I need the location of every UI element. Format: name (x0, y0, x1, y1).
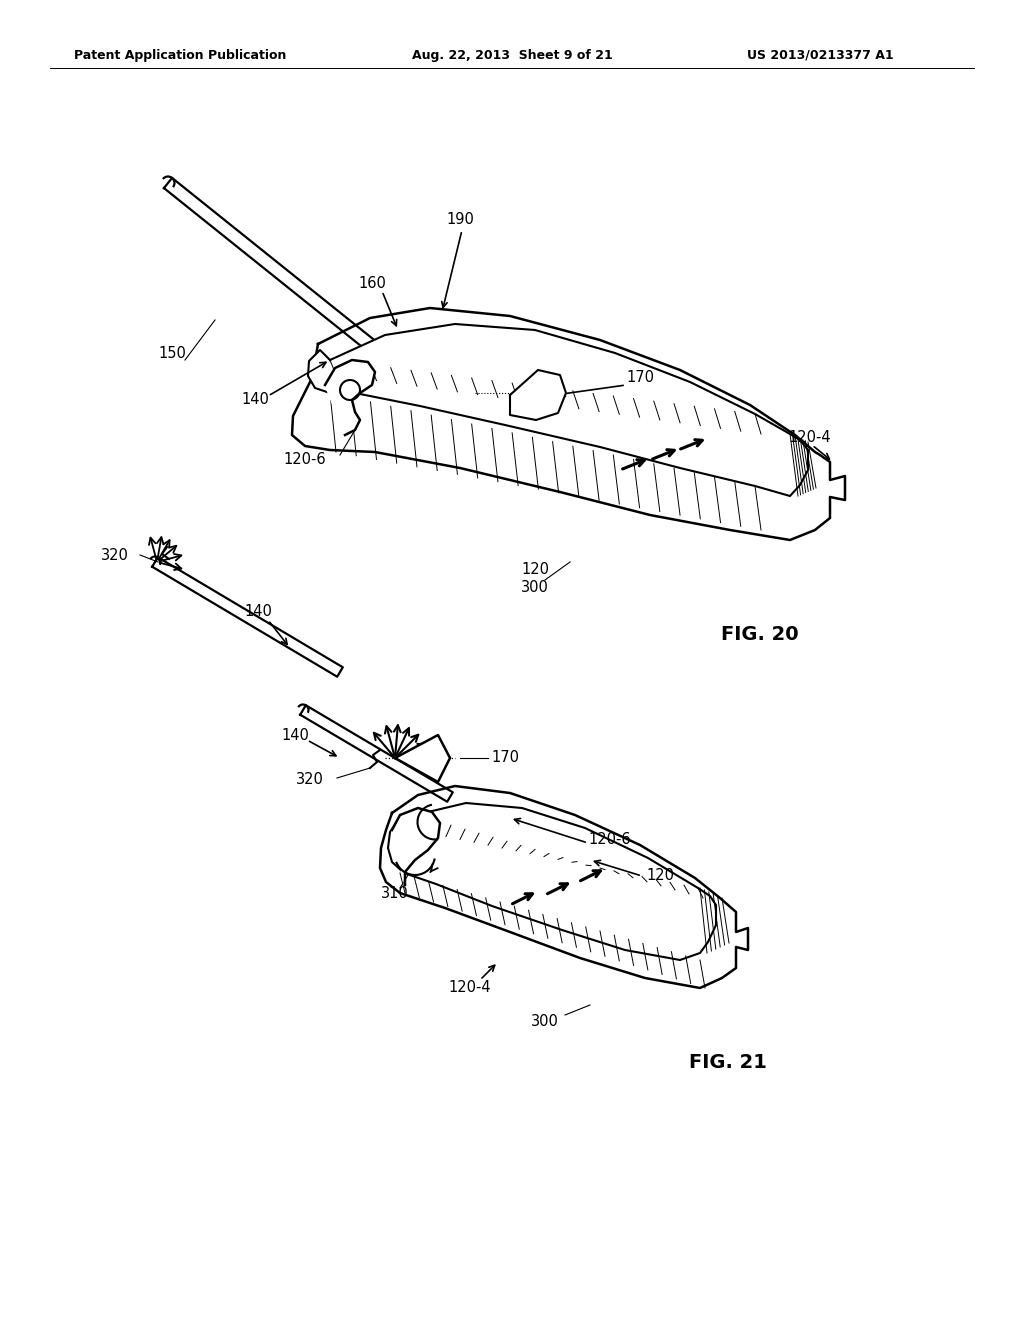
Text: 160: 160 (358, 276, 386, 290)
Text: 170: 170 (490, 750, 519, 764)
Text: 120: 120 (646, 867, 674, 883)
Polygon shape (153, 557, 343, 677)
Text: 170: 170 (626, 371, 654, 385)
Text: 120: 120 (521, 562, 549, 578)
Polygon shape (300, 705, 453, 801)
Polygon shape (164, 178, 450, 411)
Text: 310: 310 (381, 886, 409, 900)
Text: FIG. 21: FIG. 21 (689, 1052, 767, 1072)
Text: 120-6: 120-6 (284, 453, 327, 467)
Text: 300: 300 (531, 1015, 559, 1030)
Text: Patent Application Publication: Patent Application Publication (74, 49, 286, 62)
Text: FIG. 20: FIG. 20 (721, 626, 799, 644)
Polygon shape (388, 803, 716, 960)
Polygon shape (325, 360, 375, 436)
Polygon shape (392, 808, 440, 884)
Text: 120-6: 120-6 (589, 833, 632, 847)
Text: 300: 300 (521, 581, 549, 595)
Text: 140: 140 (241, 392, 269, 408)
Text: 140: 140 (244, 605, 272, 619)
Text: 120-4: 120-4 (788, 430, 831, 446)
Polygon shape (380, 785, 748, 987)
Polygon shape (510, 370, 566, 420)
Text: Aug. 22, 2013  Sheet 9 of 21: Aug. 22, 2013 Sheet 9 of 21 (412, 49, 612, 62)
Text: 320: 320 (101, 548, 129, 562)
Polygon shape (292, 308, 845, 540)
Text: US 2013/0213377 A1: US 2013/0213377 A1 (746, 49, 893, 62)
Text: 320: 320 (296, 772, 324, 788)
Text: 150: 150 (158, 346, 186, 360)
Polygon shape (308, 323, 808, 496)
Circle shape (340, 380, 360, 400)
Polygon shape (395, 735, 450, 781)
Text: 120-4: 120-4 (449, 981, 492, 995)
Text: 190: 190 (446, 213, 474, 227)
Text: 140: 140 (281, 727, 309, 742)
